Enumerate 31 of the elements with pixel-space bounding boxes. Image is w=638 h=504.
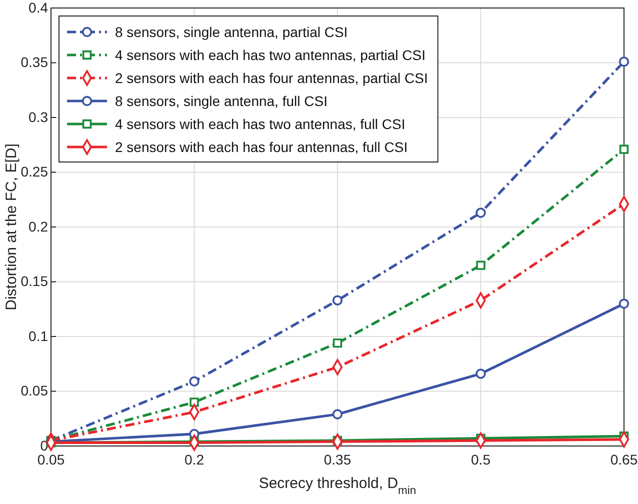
- x-tick-label: 0.2: [184, 451, 204, 468]
- point: [618, 298, 630, 309]
- y-tick-label: 0.05: [20, 382, 48, 399]
- legend-label: 8 sensors, single antenna, full CSI: [115, 93, 328, 109]
- legend-label: 2 sensors with each has four antennas, full CSI: [115, 139, 408, 155]
- point: [190, 398, 199, 407]
- point: [476, 260, 486, 270]
- point: [332, 409, 343, 420]
- y-tick-label: 0.15: [20, 273, 48, 290]
- y-tick-label: 0.25: [20, 164, 48, 180]
- x-tick-label: 0.35: [324, 451, 352, 468]
- legend-label: 8 sensors, single antenna, partial CSI: [115, 24, 348, 40]
- point: [189, 376, 200, 386]
- y-tick-label: 0.2: [28, 218, 48, 234]
- point: [619, 144, 629, 154]
- y-tick-label: 0.3: [28, 108, 48, 125]
- y-tick-label: 0.1: [28, 328, 48, 344]
- x-axis-title: Secrecy threshold, D$_{min}$: [258, 475, 416, 497]
- y-tick-label: 0.35: [20, 54, 48, 70]
- y-axis-title: Distortion at the FC, E[D]: [3, 144, 20, 310]
- point: [618, 56, 630, 67]
- point: [476, 208, 486, 218]
- x-tick-label: 0.5: [471, 451, 491, 468]
- y-tick-label: 0.4: [28, 0, 48, 16]
- point: [332, 338, 342, 348]
- point: [332, 295, 343, 306]
- legend-label: 4 sensors with each has two antennas, full CSI: [115, 116, 406, 132]
- legend-label: 2 sensors with each has four antennas, partial CSI: [115, 70, 428, 86]
- point: [476, 368, 486, 379]
- legend-label: 4 sensors with each has two antennas, partial CSI: [115, 47, 426, 63]
- x-tick-label: 0.65: [610, 451, 638, 468]
